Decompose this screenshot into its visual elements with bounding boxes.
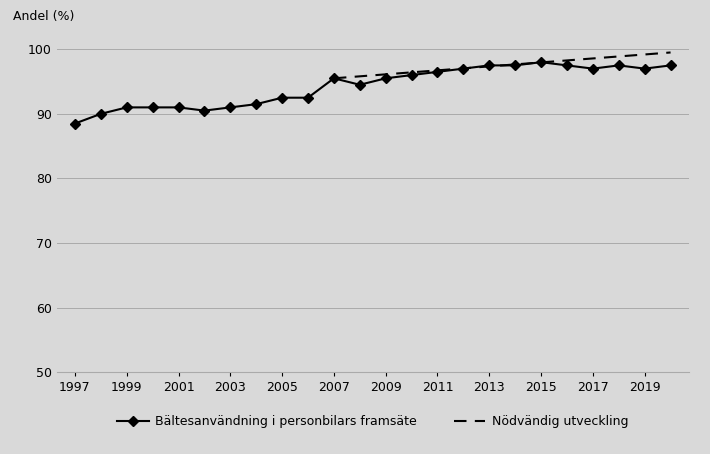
Legend: Bältesanvändning i personbilars framsäte, Nödvändig utveckling: Bältesanvändning i personbilars framsäte… <box>112 410 633 433</box>
Text: Andel (%): Andel (%) <box>13 10 74 23</box>
